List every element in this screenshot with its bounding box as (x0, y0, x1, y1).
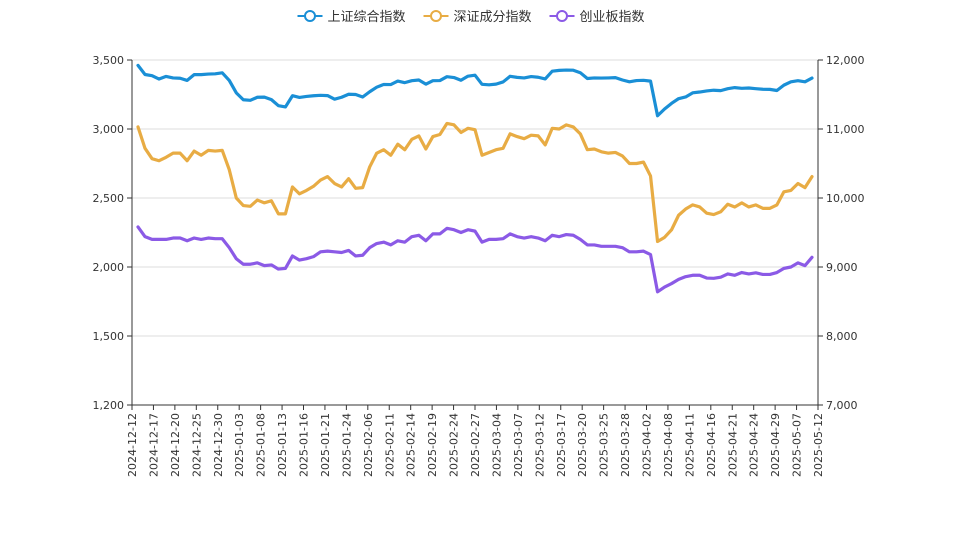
x-tick-label: 2025-03-04 (490, 413, 503, 477)
right-tick-label: 7,000 (826, 399, 858, 412)
x-tick-label: 2025-01-13 (276, 413, 289, 477)
x-tick-label: 2025-02-06 (362, 413, 375, 477)
x-tick-label: 2025-05-12 (812, 413, 825, 477)
left-tick-label: 1,200 (93, 399, 125, 412)
legend-label: 上证综合指数 (328, 10, 406, 25)
legend-marker-icon (304, 10, 316, 22)
legend-label: 深证成分指数 (454, 10, 532, 25)
x-tick-label: 2025-03-12 (533, 413, 546, 477)
x-tick-label: 2025-02-19 (426, 413, 439, 477)
x-axis-ticks: 2024-12-12 2024-12-17 2024-12-20 2024-12-25… (126, 405, 825, 477)
x-tick-label: 2025-02-24 (448, 413, 461, 477)
x-tick-label: 2024-12-20 (169, 413, 182, 477)
x-tick-label: 2025-04-29 (769, 413, 782, 477)
right-tick-label: 12,000 (826, 54, 865, 67)
right-y-axis-ticks: 7,000 8,000 9,000 10,000 11,000 12,000 (818, 54, 865, 412)
legend-item[interactable]: 上证综合指数 (297, 10, 406, 25)
legend-item[interactable]: 深证成分指数 (423, 10, 532, 25)
x-tick-label: 2025-04-02 (641, 413, 654, 477)
x-tick-label: 2025-05-07 (791, 413, 804, 477)
left-tick-label: 2,500 (93, 192, 125, 205)
left-tick-label: 2,000 (93, 261, 125, 274)
x-tick-label: 2025-01-08 (255, 413, 268, 477)
series-lines (136, 63, 814, 294)
left-tick-label: 3,000 (93, 123, 125, 136)
x-tick-label: 2025-04-08 (662, 413, 675, 477)
legend-item[interactable]: 创业板指数 (549, 10, 645, 25)
x-tick-label: 2025-03-17 (555, 413, 568, 477)
series-line[interactable] (136, 225, 814, 294)
x-tick-label: 2025-04-24 (748, 413, 761, 477)
right-tick-label: 10,000 (826, 192, 865, 205)
x-tick-label: 2025-01-21 (319, 413, 332, 477)
x-tick-label: 2025-01-24 (340, 413, 353, 477)
x-tick-label: 2024-12-12 (126, 413, 139, 477)
right-tick-label: 8,000 (826, 330, 858, 343)
legend[interactable]: 上证综合指数 深证成分指数 创业板指数 (297, 10, 645, 25)
right-tick-label: 9,000 (826, 261, 858, 274)
x-tick-label: 2025-03-20 (576, 413, 589, 477)
left-y-axis-ticks: 1,200 1,500 2,000 2,500 3,000 3,500 (93, 54, 132, 412)
right-tick-label: 11,000 (826, 123, 865, 136)
x-tick-label: 2024-12-30 (212, 413, 225, 477)
left-tick-label: 3,500 (93, 54, 125, 67)
legend-marker-icon (556, 10, 568, 22)
x-tick-label: 2025-02-14 (405, 413, 418, 477)
legend-label: 创业板指数 (580, 10, 645, 25)
series-line[interactable] (136, 63, 814, 118)
x-tick-label: 2025-01-03 (233, 413, 246, 477)
x-tick-label: 2025-04-11 (683, 413, 696, 477)
legend-marker-icon (430, 10, 442, 22)
x-tick-label: 2025-03-25 (598, 413, 611, 477)
left-tick-label: 1,500 (93, 330, 125, 343)
x-tick-label: 2025-03-07 (512, 413, 525, 477)
x-tick-label: 2024-12-25 (190, 413, 203, 477)
x-tick-label: 2024-12-17 (147, 413, 160, 477)
x-tick-label: 2025-01-16 (298, 413, 311, 477)
x-tick-label: 2025-02-11 (383, 413, 396, 477)
x-tick-label: 2025-02-27 (469, 413, 482, 477)
x-tick-label: 2025-04-21 (726, 413, 739, 477)
x-tick-label: 2025-03-28 (619, 413, 632, 477)
series-line[interactable] (136, 121, 814, 244)
x-tick-label: 2025-04-16 (705, 413, 718, 477)
